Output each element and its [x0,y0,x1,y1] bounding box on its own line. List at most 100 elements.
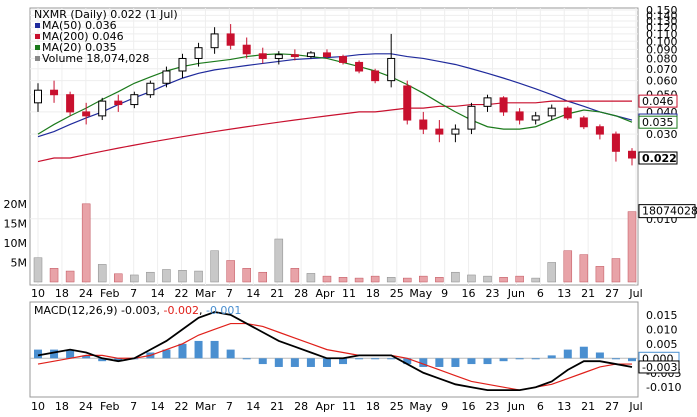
ma-line-ma200 [37,100,632,163]
candle-body [628,150,636,159]
volume-bar [467,274,476,283]
macd-x-tick-label: 22 [175,400,189,413]
candle-body [194,47,203,59]
macd-histogram-bar [355,358,364,360]
legend-entry: MA(200) 0.046 [42,30,124,43]
macd-tag [638,360,680,374]
x-tick-label: 16 [462,287,476,300]
candle-body [290,54,299,58]
macd-x-tick-label: 18 [366,400,380,413]
macd-histogram-bar [387,358,396,360]
macd-histogram-bar [290,358,299,367]
volume-axis-label: 5M [11,256,28,269]
x-tick-label: 21 [581,287,595,300]
x-tick-label: Jun [507,287,525,300]
macd-y-tick-label: 0.005 [646,338,678,351]
volume-axis-label: 10M [4,237,28,250]
volume-bar [579,254,589,283]
macd-legend-hist: -0.001 [206,304,241,317]
candle-body [322,52,331,58]
macd-histogram-bar [50,349,59,359]
macd-histogram-bar [419,358,428,367]
x-tick-label: Apr [316,287,336,300]
volume-bar [483,275,492,283]
volume-bar [146,271,155,283]
legend-entry: MA(50) 0.036 [42,19,117,32]
x-tick-label: 7 [130,287,137,300]
volume-bar [531,277,540,283]
x-tick-label: Feb [100,287,119,300]
macd-x-tick-label: 27 [605,400,619,413]
volume-bar [194,270,203,283]
macd-histogram-bar [339,358,348,365]
x-tick-label: 6 [537,287,544,300]
x-tick-label: May [409,287,432,300]
macd-histogram-bar [579,346,588,359]
candle-body [226,33,235,46]
price-tag [638,151,678,165]
volume-axis-label: 20M [4,198,28,211]
macd-x-tick-label: 11 [342,400,356,413]
x-tick-label: Jul [628,287,642,300]
x-tick-label: 14 [246,287,260,300]
volume-bar [242,268,251,283]
candle-body [210,33,219,49]
price-tag-label: 0.046 [642,95,674,108]
macd-x-tick-label: 24 [79,400,93,413]
candle-body [162,70,171,84]
candle-body [306,52,315,58]
legend-swatch [35,34,40,39]
macd-x-tick-label: 7 [130,400,137,413]
macd-x-tick-label: 14 [246,400,260,413]
price-tag-label: 0.022 [642,152,677,165]
candle-body [403,85,412,121]
x-tick-label: 10 [31,287,45,300]
x-tick-label: 24 [79,287,93,300]
x-tick-label: 13 [557,287,571,300]
candle-body [178,57,187,72]
volume-bar [419,275,428,283]
legend-swatch [35,56,40,61]
macd-histogram-bar [515,358,524,360]
price-tag [638,94,678,108]
candle-body [435,128,444,135]
price-tag-label: 0.035 [642,116,674,129]
candle-body [114,100,123,106]
candle-body [66,94,75,113]
volume-bar [563,250,573,283]
candle-body [611,133,620,152]
candle-body [387,57,396,82]
y-tick-label: 0.070 [646,63,678,76]
macd-histogram-bar [451,358,460,367]
macd-legend-label: MACD(12,26,9) -0.003, [34,304,164,317]
volume-bar [81,203,91,283]
y-tick-label: 0.030 [646,128,678,141]
macd-histogram-bar [628,358,636,362]
x-tick-label: 18 [366,287,380,300]
macd-histogram-bar [114,358,123,362]
macd-histogram-bar [34,349,42,359]
macd-histogram-bar [595,352,604,359]
candle-body [34,89,42,104]
macd-legend-sep: , [199,304,206,317]
macd-histogram-bar [322,358,331,367]
macd-histogram-bar [563,349,572,359]
volume-bar [97,264,107,283]
candle-body [531,115,540,121]
candle-body [355,61,364,72]
candle-body [130,94,139,106]
macd-x-tick-label: 23 [485,400,499,413]
macd-x-tick-label: 21 [270,400,284,413]
macd-x-tick-label: 13 [557,400,571,413]
macd-x-tick-label: 9 [441,400,448,413]
x-tick-label: 9 [441,287,448,300]
price-plot-area [29,7,639,286]
macd-x-tick-label: 28 [294,400,308,413]
y-tick-label: 0.110 [646,28,678,41]
volume-bar [611,258,621,283]
y-tick-label: 0.080 [646,52,678,65]
macd-histogram-bar [98,358,107,362]
macd-x-tick-label: Mar [195,400,216,413]
legend-swatch [35,23,40,28]
